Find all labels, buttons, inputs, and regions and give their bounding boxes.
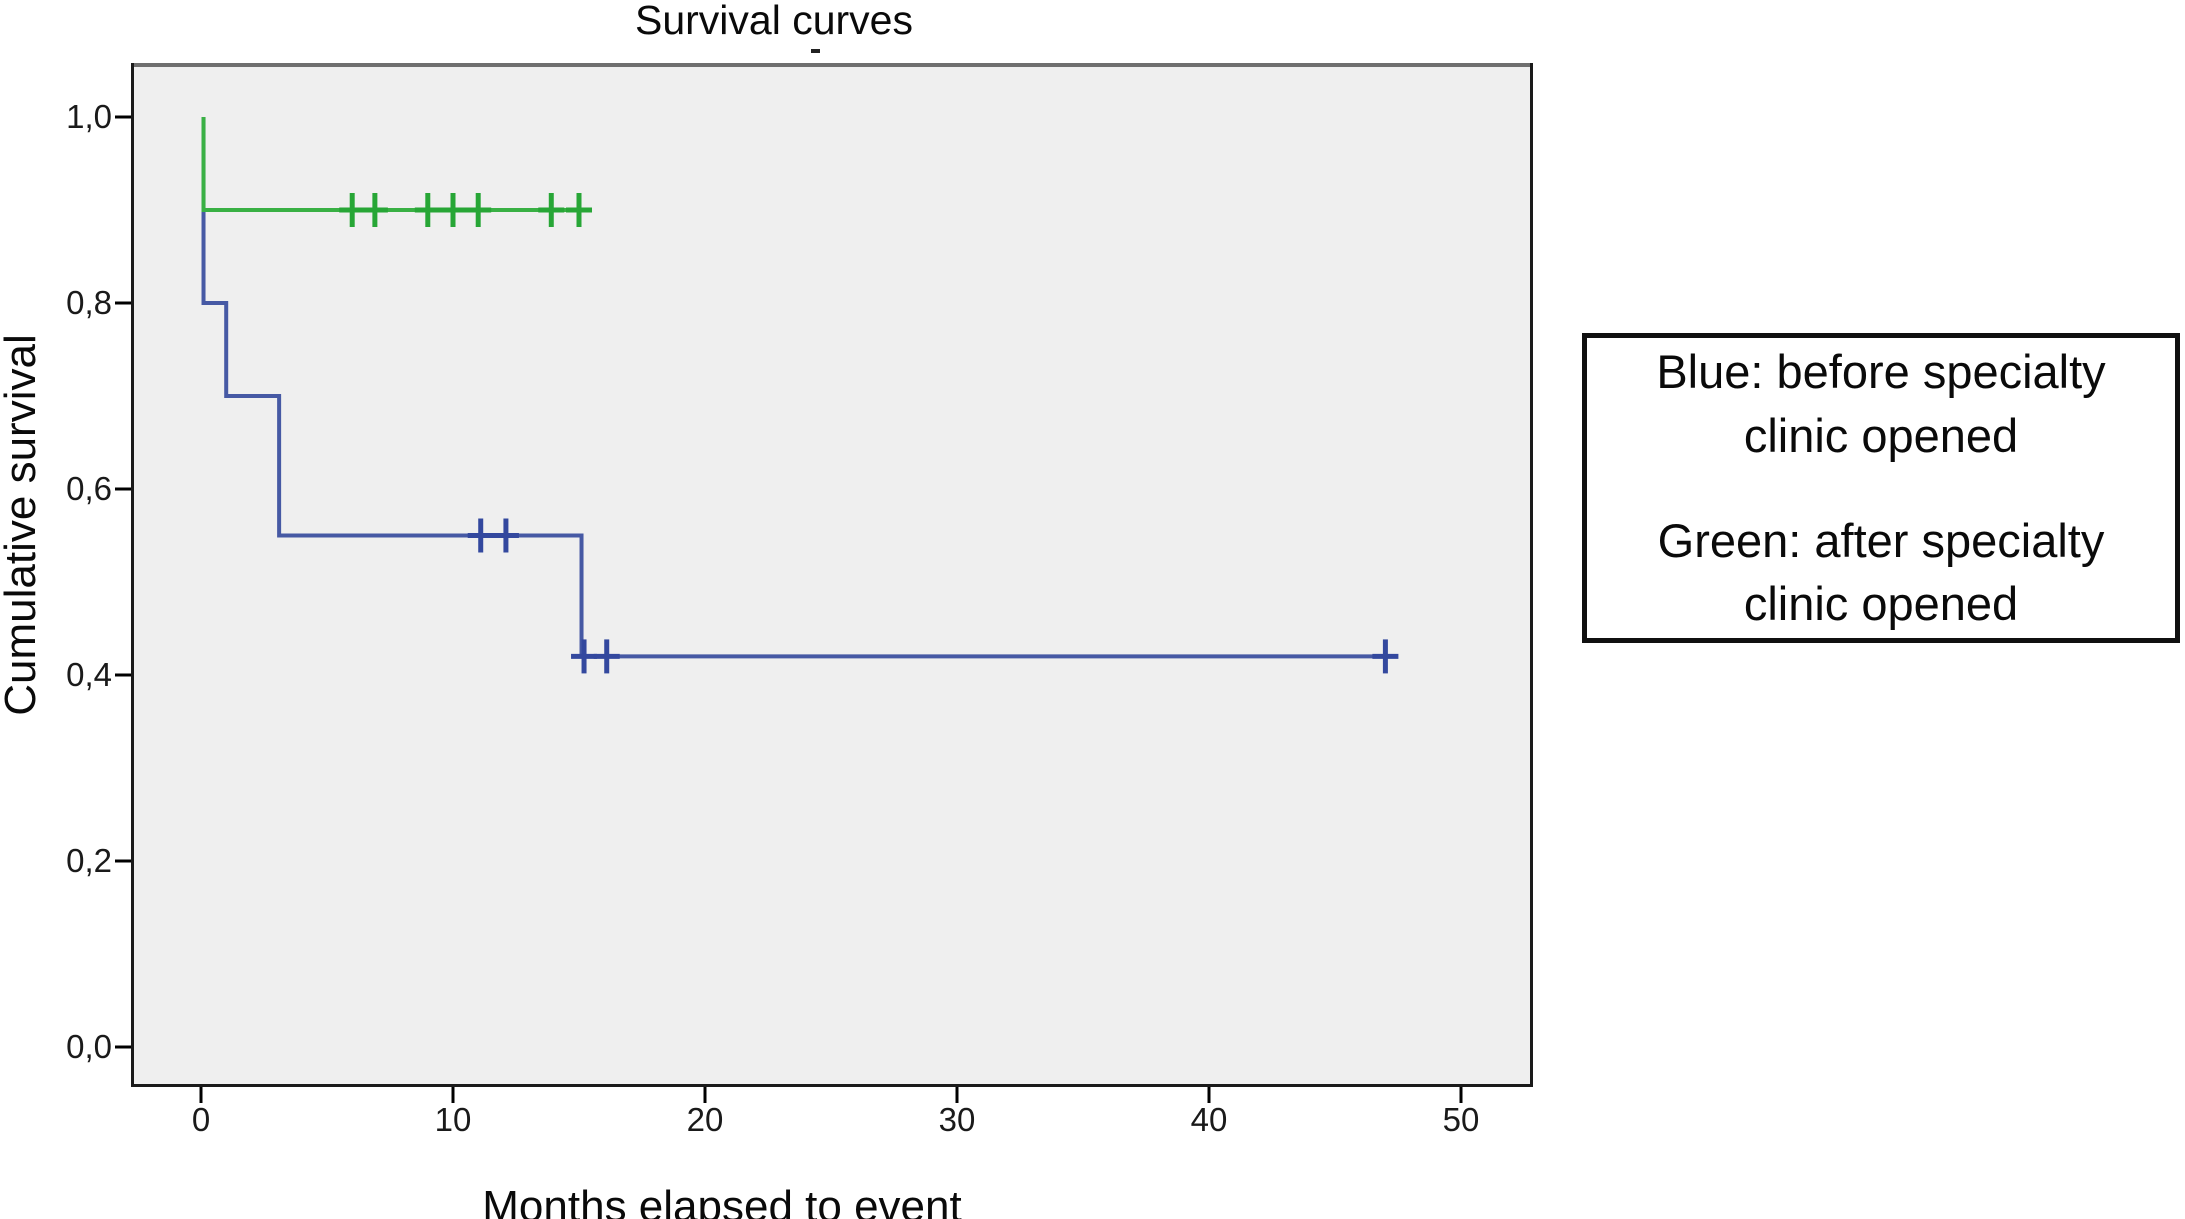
censor-mark-green-after-clinic: [414, 193, 441, 227]
y-axis-tick-label: 0,2: [66, 842, 112, 879]
x-axis-tick-label: 0: [192, 1101, 210, 1138]
censor-mark-green-after-clinic: [566, 193, 592, 227]
censor-mark-green-after-clinic: [440, 193, 466, 227]
x-axis-tick-label: 30: [939, 1101, 976, 1138]
x-axis-tick-label: 50: [1443, 1101, 1480, 1138]
censor-mark-blue-before-clinic: [492, 518, 519, 553]
x-axis-tick-label: 40: [1191, 1101, 1228, 1138]
y-axis-tick-label: 1,0: [66, 98, 112, 135]
plot-frame-bottom: [131, 1084, 1533, 1087]
legend-entry-blue: Blue: before specialty clinic opened: [1656, 345, 2106, 462]
chart-title: Survival curves: [635, 0, 913, 43]
censor-mark-green-after-clinic: [339, 193, 366, 227]
y-axis-tick-label: 0,6: [66, 470, 112, 507]
legend-box: Blue: before specialty clinic opened Gre…: [1582, 333, 2180, 643]
legend-entry-green: Green: after specialty clinic opened: [1657, 514, 2105, 631]
censor-mark-blue-before-clinic: [571, 639, 598, 674]
censor-mark-green-after-clinic: [538, 193, 565, 227]
title-subtitle-dash: [811, 49, 820, 53]
plot-area: [131, 63, 1533, 1087]
y-axis-tick-label: 0,0: [66, 1028, 112, 1065]
censor-mark-blue-before-clinic: [467, 518, 494, 553]
plot-frame-left: [131, 63, 134, 1087]
plot-frame-top: [131, 63, 1533, 67]
censor-mark-blue-before-clinic: [593, 639, 620, 674]
y-axis-tick-label: 0,4: [66, 656, 112, 693]
censor-mark-green-after-clinic: [465, 193, 492, 227]
x-axis-title: Months elapsed to event: [482, 1182, 962, 1219]
x-axis-tick-label: 20: [687, 1101, 724, 1138]
censor-mark-green-after-clinic: [361, 193, 388, 227]
y-axis-tick-label: 0,8: [66, 284, 112, 321]
x-axis-tick-label: 10: [435, 1101, 472, 1138]
censor-mark-blue-before-clinic: [1372, 639, 1399, 674]
survival-curve-blue-before-clinic: [201, 117, 1386, 659]
plot-frame-right: [1530, 63, 1533, 1087]
